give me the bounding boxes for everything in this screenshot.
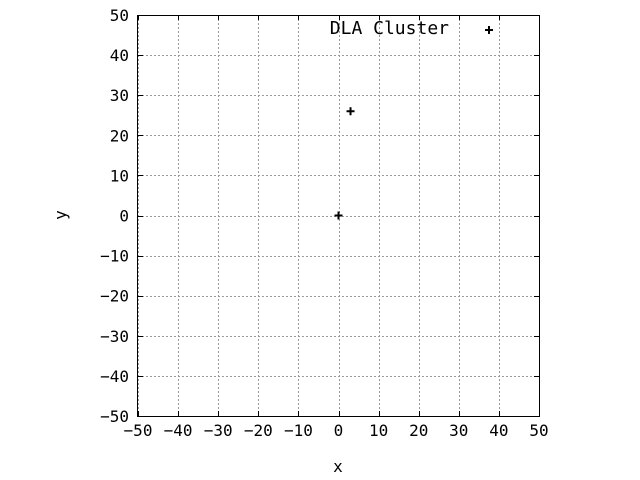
y-tick-label: −20: [100, 287, 129, 306]
y-tick-label: 20: [110, 126, 129, 145]
x-tick-label: 50: [529, 421, 548, 440]
y-tick-label: −40: [100, 367, 129, 386]
x-tick-label: −20: [244, 421, 273, 440]
tick-labels: −50 −40 −30 −20 −10 0 10 20 30 40 50 −50 −40 −30 −20 −1…: [100, 6, 549, 440]
scatter-point: [334, 211, 343, 220]
x-tick-label: −10: [284, 421, 313, 440]
legend-marker: [485, 26, 493, 34]
legend-label: DLA Cluster: [330, 18, 449, 39]
x-tick-label: 10: [369, 421, 388, 440]
y-tick-label: −30: [100, 327, 129, 346]
x-axis-label: x: [333, 457, 343, 476]
y-tick-label: 10: [110, 166, 129, 185]
y-tick-label: 50: [110, 6, 129, 25]
x-tick-label: −50: [124, 421, 153, 440]
y-tick-label: −10: [100, 247, 129, 266]
y-tick-label: 0: [119, 207, 129, 226]
x-tick-label: 20: [409, 421, 428, 440]
scatter-point: [346, 107, 355, 116]
data-points: [334, 107, 355, 220]
x-tick-label: −40: [164, 421, 193, 440]
x-tick-label: 30: [449, 421, 468, 440]
y-axis-label: y: [51, 210, 70, 220]
y-tick-label: 40: [110, 46, 129, 65]
y-tick-label: −50: [100, 407, 129, 426]
x-tick-label: −30: [204, 421, 233, 440]
plot-frame: [137, 15, 540, 417]
x-tick-label: 40: [489, 421, 508, 440]
legend: DLA Cluster: [330, 18, 493, 39]
x-tick-label: 0: [334, 421, 344, 440]
y-tick-label: 30: [110, 86, 129, 105]
